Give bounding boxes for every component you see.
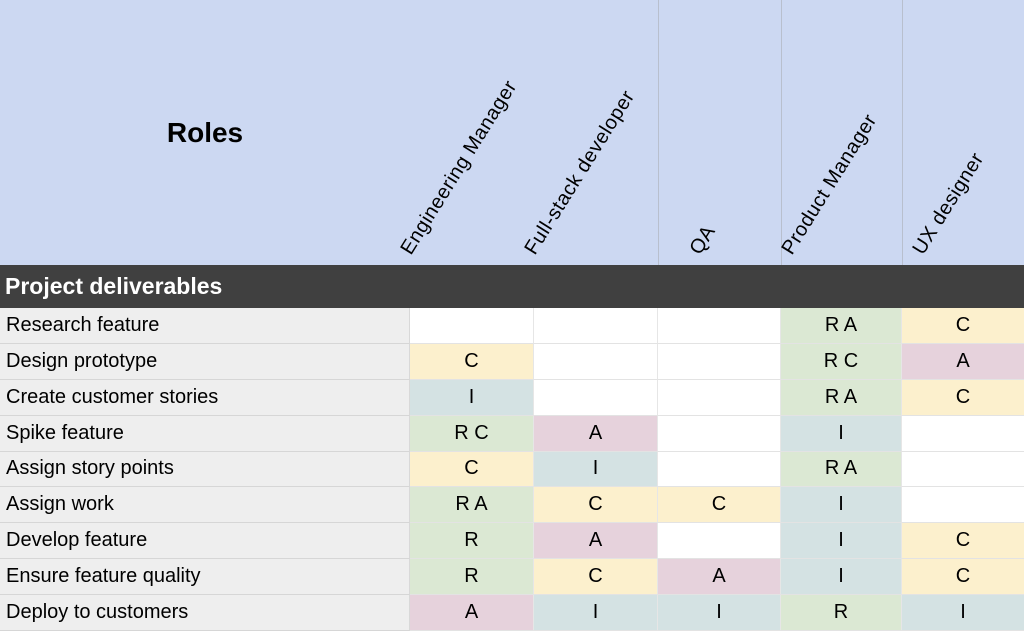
matrix-cell[interactable]: C [902,559,1024,595]
matrix-cell[interactable]: A [658,559,781,595]
row-label-cell[interactable]: Create customer stories [0,379,410,416]
table-row: Assign work R A C C I [0,487,1024,524]
table-row: Spike feature R C A I [0,415,1024,452]
table-row: Assign story points C I R A [0,451,1024,488]
roles-corner-cell[interactable]: Roles [0,0,410,265]
table-row: Deploy to customers A I I R I [0,595,1024,631]
matrix-cell[interactable] [534,308,658,344]
matrix-cell[interactable] [902,415,1024,452]
matrix-cell[interactable] [658,308,781,344]
matrix-cell[interactable] [658,523,781,560]
row-label-cell[interactable]: Develop feature [0,523,410,560]
matrix-cell[interactable] [658,415,781,452]
matrix-cell[interactable]: I [781,523,902,560]
section-title: Project deliverables [5,273,223,299]
matrix-cell[interactable] [658,451,781,488]
roles-label: Roles [166,116,244,148]
matrix-cell[interactable]: R C [781,343,902,380]
column-header-ux-designer[interactable]: UX designer [902,0,1024,265]
matrix-cell[interactable]: R A [781,308,902,344]
column-header-label: Product Manager [777,110,882,259]
matrix-cell[interactable] [534,343,658,380]
matrix-cell[interactable] [902,451,1024,488]
matrix-cell[interactable]: I [902,595,1024,631]
row-label-cell[interactable]: Assign work [0,487,410,524]
row-label-cell[interactable]: Assign story points [0,451,410,488]
column-header-product-manager[interactable]: Product Manager [777,0,902,265]
matrix-cell[interactable]: A [534,415,658,452]
row-label-cell[interactable]: Deploy to customers [0,595,410,631]
column-header-engineering-manager[interactable]: Engineering Manager [396,0,534,265]
matrix-cell[interactable]: C [534,487,658,524]
matrix-cell[interactable]: R A [781,451,902,488]
matrix-cell[interactable] [658,343,781,380]
matrix-cell[interactable]: R A [781,379,902,416]
matrix-cell[interactable]: C [902,523,1024,560]
matrix-cell[interactable]: R [781,595,902,631]
matrix-cell[interactable]: C [410,343,534,380]
matrix-cell[interactable]: I [781,415,902,452]
table-row: Develop feature R A I C [0,523,1024,560]
matrix-cell[interactable]: I [410,379,534,416]
matrix-cell[interactable]: C [410,451,534,488]
column-header-label: Full-stack developer [520,86,640,259]
matrix-cell[interactable]: I [781,487,902,524]
matrix-cell[interactable]: I [658,595,781,631]
matrix-cell[interactable]: R [410,559,534,595]
raci-matrix-body: Research feature R A C Design prototype … [0,308,1024,631]
matrix-cell[interactable]: C [902,308,1024,344]
row-label-cell[interactable]: Ensure feature quality [0,559,410,595]
roles-header-row: Roles Engineering Manager Full-stack dev… [0,0,1024,265]
matrix-cell[interactable]: A [534,523,658,560]
matrix-cell[interactable] [534,379,658,416]
matrix-cell[interactable]: I [534,451,658,488]
column-header-label: Engineering Manager [396,76,522,259]
matrix-cell[interactable]: C [902,379,1024,416]
section-header-row[interactable]: Project deliverables [0,265,1024,308]
matrix-cell[interactable]: C [534,559,658,595]
matrix-cell[interactable]: A [410,595,534,631]
column-header-full-stack-developer[interactable]: Full-stack developer [520,0,658,265]
matrix-cell[interactable]: R C [410,415,534,452]
matrix-cell[interactable]: R A [410,487,534,524]
matrix-cell[interactable]: C [658,487,781,524]
table-row: Ensure feature quality R C A I C [0,559,1024,595]
row-label-cell[interactable]: Design prototype [0,343,410,380]
matrix-cell[interactable]: I [534,595,658,631]
column-header-label: UX designer [908,148,989,259]
table-row: Research feature R A C [0,308,1024,344]
table-row: Create customer stories I R A C [0,379,1024,416]
column-header-qa[interactable]: QA [658,0,781,265]
matrix-cell[interactable]: R [410,523,534,560]
table-row: Design prototype C R C A [0,343,1024,380]
row-label-cell[interactable]: Research feature [0,308,410,344]
matrix-cell[interactable] [410,308,534,344]
column-header-label: QA [685,221,720,259]
matrix-cell[interactable]: A [902,343,1024,380]
row-label-cell[interactable]: Spike feature [0,415,410,452]
matrix-cell[interactable] [902,487,1024,524]
matrix-cell[interactable] [658,379,781,416]
matrix-cell[interactable]: I [781,559,902,595]
